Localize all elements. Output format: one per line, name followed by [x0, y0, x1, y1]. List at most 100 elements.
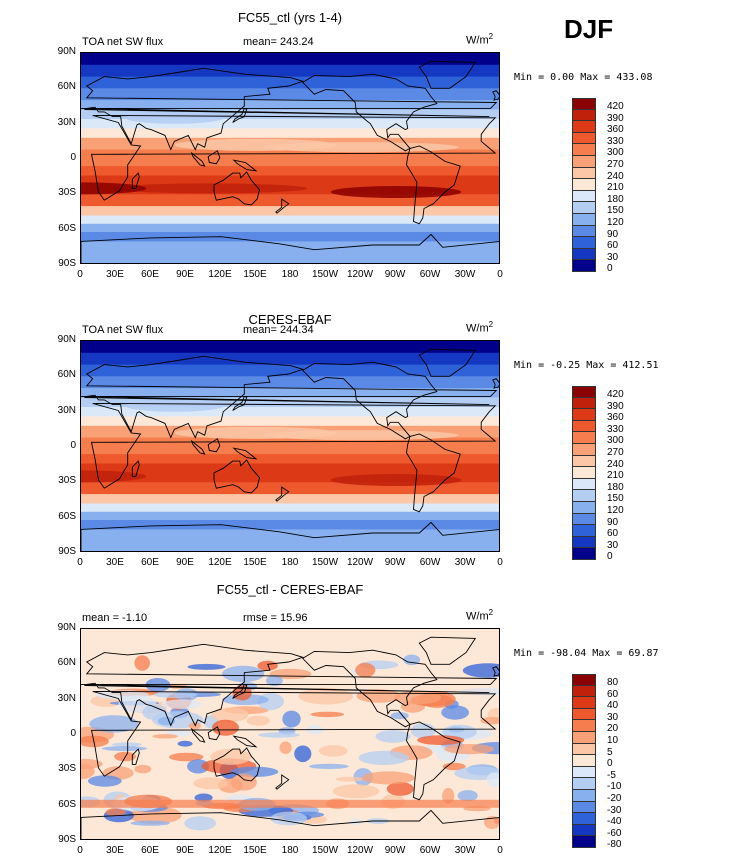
- coastline: [301, 649, 438, 728]
- lon-tick-label: 180: [281, 845, 299, 856]
- colorbar-swatch: [572, 766, 596, 779]
- lon-tick-label: 90E: [176, 557, 194, 568]
- map-field: [81, 341, 499, 551]
- lon-tick-label: 30E: [106, 557, 124, 568]
- colorbar-swatch: [572, 697, 596, 709]
- colorbar-swatch: [572, 813, 596, 825]
- lon-tick-label: 120E: [208, 269, 232, 280]
- lat-tick-label: 60N: [57, 81, 76, 93]
- colorbar-swatch: [572, 525, 596, 537]
- colorbar-swatch: [572, 121, 596, 133]
- colorbar-label: 0: [607, 263, 613, 275]
- coastline: [275, 486, 290, 502]
- colorbar-label: 270: [607, 159, 624, 170]
- colorbar-swatch: [572, 490, 596, 502]
- units-label: W/m2: [466, 608, 494, 623]
- min-max-label: Min = -0.25 Max = 412.51: [514, 360, 659, 371]
- coastline: [81, 643, 498, 727]
- panel-center-label: mean= 243.24: [243, 36, 314, 48]
- lon-tick-label: 60E: [141, 845, 159, 856]
- map-panel: [80, 628, 500, 840]
- coastline: [90, 690, 497, 777]
- lat-tick-label: 0: [70, 728, 76, 739]
- coastline: [492, 666, 499, 677]
- coastline: [131, 748, 140, 765]
- colorbar-label: 180: [607, 481, 624, 493]
- coastline: [232, 159, 258, 172]
- lon-tick-label: 150W: [311, 557, 339, 568]
- colorbar-label: 420: [607, 101, 624, 112]
- colorbar-label: 390: [607, 400, 624, 412]
- coastline: [207, 438, 221, 453]
- colorbar: [572, 98, 596, 272]
- colorbar-label: 240: [607, 458, 624, 470]
- coastline: [90, 402, 497, 489]
- coastline: [213, 171, 260, 206]
- coastline: [301, 73, 438, 152]
- colorbar-label: 5: [607, 746, 613, 758]
- colorbar-label: 420: [607, 389, 624, 400]
- lat-tick-label: 60S: [58, 798, 76, 810]
- colorbar-swatch: [572, 237, 596, 249]
- colorbar-swatch: [572, 179, 596, 191]
- colorbar-swatch: [572, 731, 596, 744]
- colorbar-swatch: [572, 167, 596, 180]
- season-label: DJF: [564, 14, 614, 44]
- lon-tick-label: 0: [497, 845, 503, 856]
- colorbar-label: 330: [607, 423, 624, 435]
- lat-tick-label: 30S: [58, 187, 76, 199]
- lon-tick-label: 90E: [176, 845, 194, 856]
- coastline: [232, 107, 248, 123]
- lon-tick-label: 30W: [454, 269, 476, 280]
- coastline: [406, 145, 461, 225]
- coastline: [190, 727, 206, 743]
- coastline: [406, 721, 461, 801]
- panel-left-label: TOA net SW flux: [82, 36, 164, 48]
- min-max-label: Min = 0.00 Max = 433.08: [514, 72, 653, 83]
- colorbar-label: 360: [607, 412, 624, 424]
- lat-tick-label: 30N: [57, 692, 76, 704]
- lon-tick-label: 60E: [141, 269, 159, 280]
- coastline: [232, 395, 248, 411]
- colorbar-swatch: [572, 743, 596, 756]
- colorbar-label: 270: [607, 447, 624, 458]
- colorbar-label: 30: [607, 711, 619, 723]
- lon-tick-label: 30E: [106, 269, 124, 280]
- colorbar-swatch: [572, 409, 596, 421]
- lat-tick-label: 0: [70, 152, 76, 163]
- colorbar-label: 120: [607, 217, 624, 228]
- coastline: [81, 233, 499, 263]
- colorbar: [572, 386, 596, 560]
- lon-tick-label: 30W: [454, 557, 476, 568]
- colorbar-swatch: [572, 155, 596, 168]
- colorbar-label: -10: [607, 781, 622, 793]
- lon-tick-label: 60W: [419, 845, 441, 856]
- colorbar-swatch: [572, 478, 596, 491]
- colorbar-label: 300: [607, 435, 624, 447]
- colorbar-swatch: [572, 824, 596, 837]
- coastline: [131, 172, 140, 189]
- colorbar-label: 80: [607, 677, 619, 688]
- colorbar-label: 360: [607, 124, 624, 136]
- coastline: [190, 151, 206, 167]
- lat-tick-label: 60S: [58, 222, 76, 234]
- colorbar-swatch: [572, 225, 596, 238]
- panel-left-label: mean = -1.10: [82, 612, 148, 624]
- colorbar-swatch: [572, 536, 596, 549]
- lat-tick-label: 90S: [58, 258, 76, 269]
- lon-tick-label: 90W: [384, 845, 406, 856]
- min-max-label: Min = -98.04 Max = 69.87: [514, 648, 659, 659]
- lat-tick-label: 60N: [57, 657, 76, 669]
- lon-tick-label: 60W: [419, 557, 441, 568]
- colorbar-swatch: [572, 789, 596, 802]
- colorbar-swatch: [572, 443, 596, 456]
- coastline: [275, 198, 290, 214]
- coastline: [492, 90, 499, 101]
- colorbar-swatch: [572, 513, 596, 526]
- colorbar-label: -60: [607, 827, 622, 839]
- lat-tick-label: 90S: [58, 546, 76, 557]
- colorbar-swatch: [572, 260, 596, 272]
- lon-tick-label: 90E: [176, 269, 194, 280]
- coastline: [81, 809, 499, 839]
- lon-tick-label: 150W: [311, 269, 339, 280]
